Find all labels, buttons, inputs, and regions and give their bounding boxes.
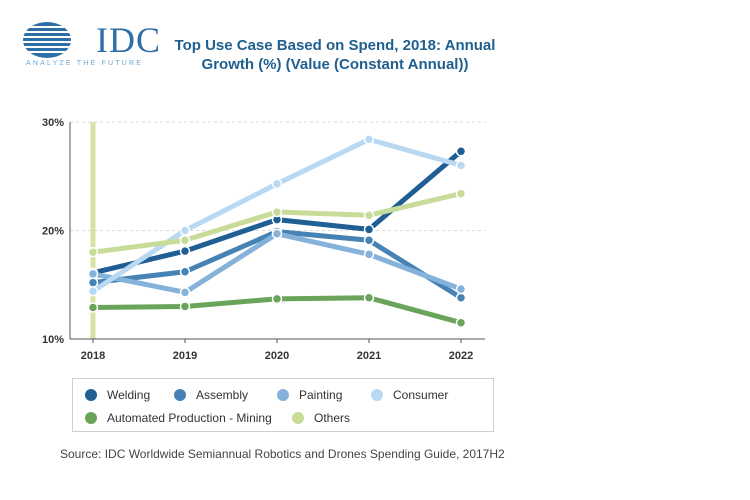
idc-logo: IDC ANALYZE THE FUTURE — [22, 20, 160, 70]
y-tick-label: 10% — [42, 334, 64, 346]
legend-swatch — [85, 389, 97, 401]
data-point — [455, 188, 467, 199]
data-point — [271, 178, 283, 190]
x-tick-label: 2020 — [265, 350, 289, 362]
legend-swatch — [371, 389, 383, 401]
legend-swatch — [85, 412, 97, 424]
legend-item[interactable]: Automated Production - Mining — [85, 411, 272, 425]
highlight-bar — [90, 122, 96, 339]
legend-label: Welding — [107, 388, 151, 402]
data-point — [271, 228, 283, 240]
data-point — [363, 134, 375, 145]
data-point — [179, 266, 191, 277]
data-point — [363, 210, 375, 221]
idc-globe-icon — [22, 22, 72, 58]
legend-label: Automated Production - Mining — [107, 411, 272, 425]
data-point — [87, 268, 99, 280]
legend-swatch — [277, 389, 289, 401]
legend-item[interactable]: Consumer — [371, 388, 448, 402]
logo-tagline: ANALYZE THE FUTURE — [26, 60, 144, 67]
chart-title: Top Use Case Based on Spend, 2018: Annua… — [150, 36, 520, 74]
data-point — [179, 245, 191, 257]
source-note: Source: IDC Worldwide Semiannual Robotic… — [60, 447, 505, 461]
data-point — [363, 249, 375, 260]
data-point — [271, 293, 283, 305]
data-point — [363, 224, 375, 235]
series-line — [90, 229, 464, 301]
data-point — [363, 235, 375, 246]
legend-label: Consumer — [393, 388, 449, 402]
data-point — [179, 287, 191, 298]
data-point — [179, 235, 191, 246]
data-point — [87, 302, 99, 313]
data-point — [179, 225, 191, 236]
legend-label: Others — [314, 411, 351, 425]
chart-title-line-1: Top Use Case Based on Spend, 2018: Annua… — [174, 37, 496, 54]
data-point — [455, 317, 467, 328]
line-chart: 10% 20% 30% 2018 2019 2020 2021 2022 — [42, 117, 485, 362]
data-point — [455, 160, 467, 171]
x-tick-label: 2019 — [173, 350, 197, 362]
x-tick-label: 2022 — [449, 350, 473, 362]
data-point — [179, 301, 191, 312]
data-point — [271, 206, 283, 218]
legend-item[interactable]: Painting — [277, 388, 342, 402]
data-point — [87, 286, 99, 297]
legend-swatch — [292, 412, 304, 424]
legend-item[interactable]: Welding — [85, 388, 150, 402]
x-tick-label: 2018 — [81, 350, 105, 362]
logo-text: IDC — [96, 20, 161, 60]
data-point — [87, 246, 99, 258]
data-point — [455, 146, 467, 157]
chart-title-line-2: Growth (%) (Value (Constant Annual)) — [201, 56, 469, 73]
y-tick-label: 30% — [42, 117, 64, 129]
data-point — [455, 283, 467, 295]
legend-label: Painting — [299, 388, 343, 402]
legend-swatch — [174, 389, 186, 401]
data-point — [363, 292, 375, 304]
data-point — [87, 277, 99, 288]
x-tick-label: 2021 — [357, 350, 381, 362]
y-tick-label: 20% — [42, 226, 64, 238]
chart-legend: Welding Assembly Painting Consumer Automated… — [72, 378, 494, 432]
legend-item[interactable]: Assembly — [174, 388, 248, 402]
data-point — [455, 292, 467, 304]
legend-label: Assembly — [196, 388, 249, 402]
legend-item[interactable]: Others — [292, 411, 350, 425]
